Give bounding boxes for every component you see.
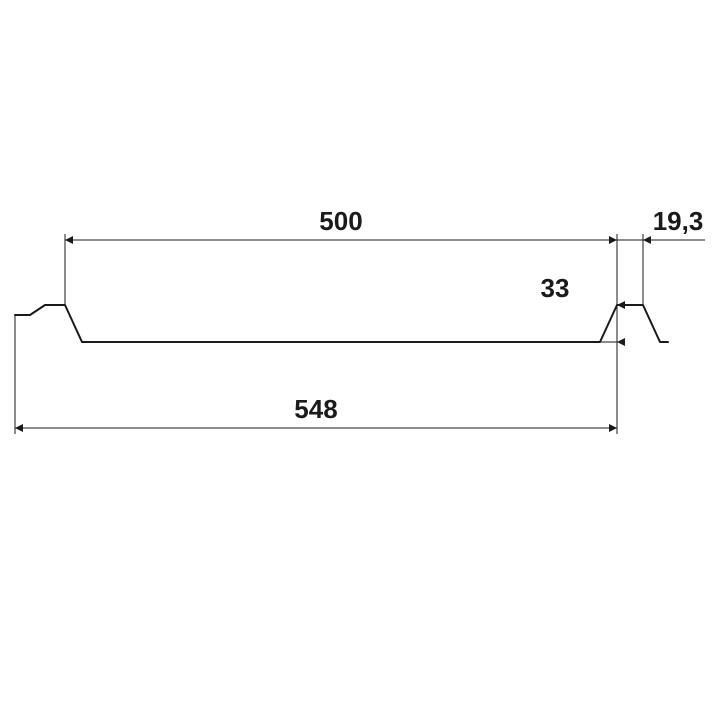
- dim-label-rib-top: 19,3: [653, 206, 704, 236]
- profile-svg: 500 19,3 33 548: [0, 0, 725, 725]
- dim-label-rib-height: 33: [541, 273, 570, 303]
- technical-drawing: 500 19,3 33 548: [0, 0, 725, 725]
- dim-label-top-width: 500: [319, 206, 362, 236]
- dim-label-total-width: 548: [294, 394, 337, 424]
- metal-profile-outline: [15, 305, 668, 342]
